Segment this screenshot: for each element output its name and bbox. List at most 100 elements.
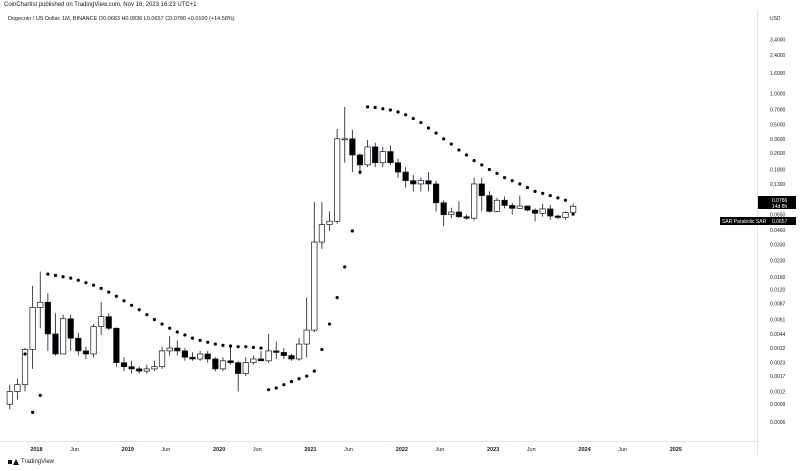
candle-body	[44, 301, 51, 335]
candle	[288, 353, 295, 361]
candle-body	[341, 138, 348, 141]
symbol-name: Dogecoin / US Dollar, 1M, BINANCE	[8, 16, 98, 22]
candle	[273, 341, 280, 359]
candle	[562, 211, 569, 220]
candle-body	[250, 358, 257, 364]
sar-dot	[381, 107, 385, 111]
candle-body	[6, 391, 13, 405]
candle	[105, 313, 112, 331]
candle	[295, 338, 303, 361]
sar-dot	[91, 283, 96, 287]
candle	[417, 177, 424, 192]
sar-dot	[396, 110, 400, 114]
sar-dot	[99, 286, 103, 291]
sar-dot	[510, 179, 514, 183]
candle	[448, 207, 455, 219]
candle-body	[493, 199, 501, 212]
candle	[303, 297, 310, 358]
candle	[90, 324, 97, 358]
candle	[29, 285, 36, 369]
candle-body	[349, 138, 356, 156]
candle-body	[29, 307, 36, 350]
candle	[98, 302, 105, 335]
candle-body	[75, 337, 82, 352]
candle-body	[189, 356, 196, 360]
time-axis-tick: 2022	[396, 447, 408, 453]
candle	[478, 177, 485, 212]
time-axis-tick: 2025	[670, 447, 682, 453]
candle	[174, 340, 181, 356]
candle-body	[37, 301, 44, 308]
sar-dot	[61, 275, 65, 279]
sar-dot	[419, 120, 423, 125]
price-axis-tick: 0.0061	[770, 317, 786, 323]
candle-body	[372, 146, 379, 164]
candle	[440, 200, 447, 227]
sar-dot	[297, 377, 301, 381]
price-axis-tick: 0.0230	[770, 259, 786, 265]
candle-body	[463, 216, 470, 219]
price-axis-tick: 0.0087	[770, 302, 786, 308]
sar-dot	[350, 229, 354, 233]
sar-dot	[221, 343, 225, 347]
time-axis-tick: 2023	[487, 447, 499, 453]
candle	[166, 336, 173, 356]
sar-dot	[259, 346, 263, 350]
candle-body	[265, 350, 272, 362]
sar-dot	[442, 137, 446, 141]
candle	[136, 366, 143, 374]
candle	[410, 174, 417, 192]
time-axis[interactable]: 2018 Jun 2019 Jun 2020 Jun 2021 Jun 2022 Jun 2023 J…	[30, 447, 682, 453]
candle	[471, 177, 478, 221]
candle-body	[90, 326, 97, 355]
candle-body	[539, 208, 546, 214]
price-axis-tick: 0.7000	[770, 107, 786, 113]
candle	[158, 346, 166, 369]
candle-body	[235, 362, 242, 374]
candle	[509, 202, 516, 215]
candle-body	[524, 205, 531, 211]
sar-dot	[38, 393, 42, 397]
candle	[250, 355, 257, 365]
candle-body	[98, 316, 105, 327]
tradingview-logo-icon	[8, 459, 19, 465]
candle	[197, 350, 204, 361]
price-axis-tick: 0.2600	[770, 151, 786, 157]
candle-body	[410, 180, 417, 185]
candle-body	[204, 353, 211, 360]
candle	[204, 350, 211, 363]
sar-dot	[76, 278, 80, 282]
bar-countdown: 14d 8h	[772, 204, 788, 210]
sar-dot	[213, 342, 217, 346]
sar-dot	[274, 386, 278, 390]
candle	[554, 214, 561, 219]
candle	[44, 293, 51, 351]
candle-body	[554, 215, 561, 218]
ohlc-open: O0.0683	[98, 16, 120, 22]
candle-body	[531, 209, 539, 214]
candle	[265, 333, 272, 363]
ohlc-low: L0.0657	[143, 16, 164, 22]
candle-body	[448, 211, 455, 216]
sar-dot	[533, 189, 537, 193]
sar-dot	[130, 303, 134, 307]
candle	[349, 129, 356, 173]
candle-body	[334, 138, 341, 222]
time-axis-tick: 2020	[213, 447, 225, 453]
candle-body	[295, 343, 303, 360]
candle-body	[197, 353, 204, 360]
sar-dot	[267, 388, 271, 392]
time-axis-tick: Jun	[435, 447, 444, 453]
candle-body	[257, 358, 265, 362]
price-axis-tick: 0.0012	[770, 389, 786, 395]
sar-dot	[335, 295, 339, 300]
sar-dot	[236, 345, 240, 349]
price-axis-tick: 0.0330	[770, 243, 786, 249]
price-axis-tick: 0.0120	[770, 287, 786, 293]
time-axis-tick: Jun	[618, 447, 627, 453]
candle-body	[471, 183, 478, 219]
candle	[547, 204, 554, 220]
price-axis[interactable]: 3.4000 2.4000 1.6000 1.0000 0.7000 0.5000 0.36…	[770, 37, 786, 426]
candle	[75, 332, 82, 356]
